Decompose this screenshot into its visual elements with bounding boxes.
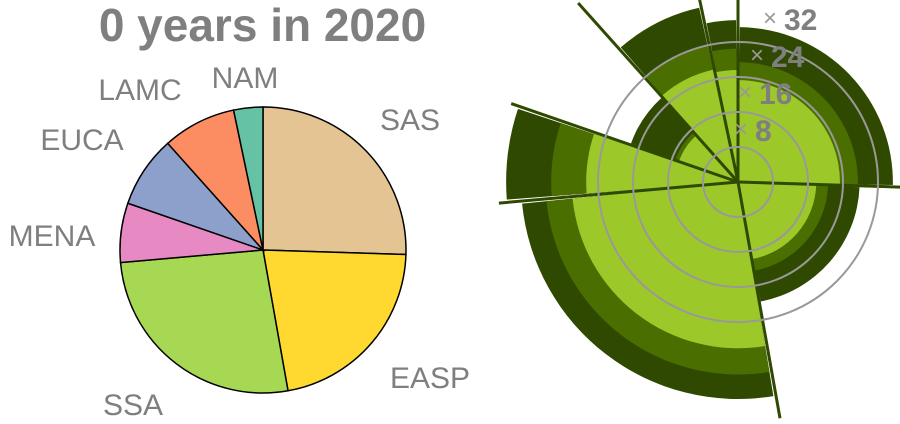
radial-gridline bbox=[632, 76, 844, 288]
pie-label: EUCA bbox=[40, 124, 123, 157]
tick-marker: × bbox=[738, 79, 752, 106]
pie-label: SAS bbox=[380, 104, 440, 137]
tick-marker: × bbox=[734, 116, 748, 143]
polar-divider bbox=[577, 1, 740, 183]
pie-slice-ssa bbox=[119, 249, 289, 394]
pie-label: SSA bbox=[103, 389, 163, 422]
tick-marker: × bbox=[750, 42, 764, 69]
polar-wedge-ssa bbox=[572, 182, 766, 349]
pie-slice-easp bbox=[262, 249, 407, 392]
pie-label: LAMC bbox=[98, 74, 181, 107]
polar-divider bbox=[698, 0, 740, 183]
polar-wedge-easp bbox=[738, 182, 817, 259]
pie-slice-nam bbox=[232, 106, 264, 251]
radial-tick-label: 8 bbox=[755, 115, 772, 148]
polar-divider bbox=[498, 180, 739, 205]
chart-title: 0 years in 2020 bbox=[98, 0, 427, 51]
polar-divider bbox=[736, 181, 782, 419]
radial-tick-label: 32 bbox=[784, 4, 817, 37]
radial-tick-label: 16 bbox=[759, 78, 792, 111]
radial-tick-label: 24 bbox=[771, 41, 805, 74]
tick-marker: × bbox=[763, 5, 777, 32]
radial-gridline bbox=[702, 146, 774, 218]
radial-gridline bbox=[597, 41, 879, 323]
polar-divider bbox=[510, 102, 739, 184]
polar-wedge-mena bbox=[586, 134, 738, 194]
polar-divider bbox=[737, 180, 900, 189]
pie-label: MENA bbox=[9, 220, 96, 253]
pie-slice-sas bbox=[262, 106, 407, 256]
radial-gridline bbox=[667, 111, 809, 253]
pie-label: EASP bbox=[390, 362, 470, 395]
polar-wedge-euca bbox=[679, 135, 738, 182]
pie-label: NAM bbox=[212, 62, 279, 95]
